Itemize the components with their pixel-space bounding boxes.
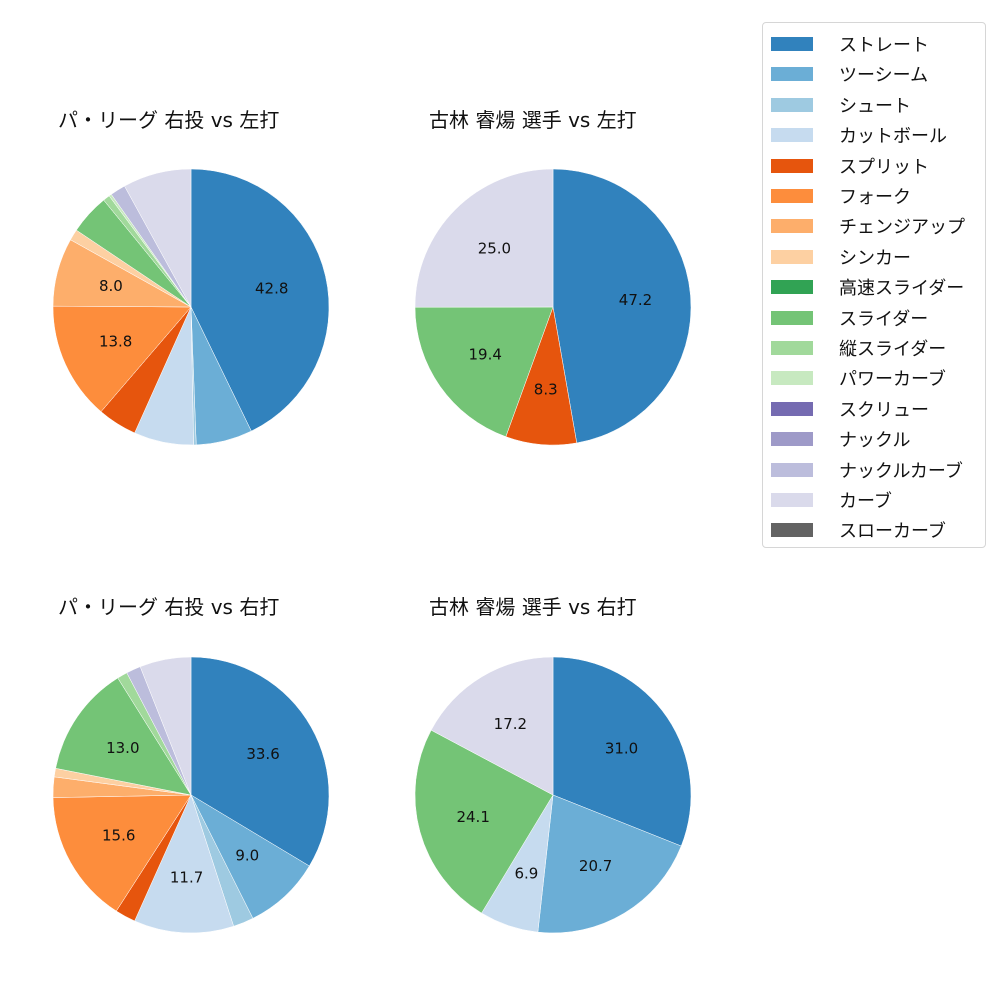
pie-value-label: 6.9 [514, 864, 538, 882]
pie-value-label: 8.0 [99, 277, 123, 295]
pie-slice-スライダー [55, 677, 192, 796]
legend-swatch [771, 37, 813, 51]
legend-swatch [771, 371, 813, 386]
chart-title-pl-rhp-vs-lhb: パ・リーグ 右投 vs 左打 [58, 108, 280, 132]
pie-slice-カーブ [414, 168, 554, 308]
pie-value-label: 24.1 [456, 808, 489, 826]
legend-swatch [771, 341, 813, 355]
legend-item: 縦スライダー [771, 333, 946, 363]
legend-label: 縦スライダー [839, 339, 947, 360]
legend-label: シュート [839, 95, 911, 117]
legend-label: スクリュー [839, 399, 929, 421]
legend-label: チェンジアップ [839, 217, 965, 239]
chart-title-pl-rhp-vs-rhb: パ・リーグ 右投 vs 右打 [58, 595, 280, 619]
legend-swatch [771, 158, 813, 173]
legend-item: チェンジアップ [771, 211, 965, 241]
chart-legend: ストレートツーシームシュートカットボール スプリットフォークチェンジアップ シンカー… [762, 22, 986, 548]
legend-item: スローカーブ [771, 515, 946, 545]
legend-swatch [771, 97, 813, 112]
legend-label: スライダー [839, 308, 929, 330]
pie-slice-カットボール [134, 794, 234, 934]
legend-item: ツーシーム [771, 59, 928, 89]
legend-item: スライダー [771, 303, 928, 333]
legend-item: カーブ [771, 485, 892, 515]
legend-swatch [771, 128, 813, 143]
legend-label: カットボール [839, 126, 947, 148]
legend-label: ナックル [839, 430, 911, 452]
pie-slice-カーブ [139, 656, 192, 796]
pie-value-label: 25.0 [478, 239, 511, 257]
pie-slice-ストレート [552, 168, 692, 444]
legend-item: カットボール [771, 120, 947, 150]
legend-label: カーブ [839, 491, 892, 512]
pie-slice-カーブ [124, 168, 192, 308]
pie-slice-スライダー [414, 306, 554, 437]
legend-swatch [771, 493, 813, 507]
legend-swatch [771, 189, 813, 203]
pie-value-label: 9.0 [235, 847, 259, 865]
legend-swatch [771, 219, 813, 234]
pie-slice-ストレート [190, 168, 330, 432]
pie-value-label: 42.8 [255, 279, 288, 297]
pie-value-label: 15.6 [102, 826, 135, 844]
pie-value-label: 8.3 [534, 380, 558, 398]
pie-value-label: 31.0 [605, 740, 638, 758]
legend-item: ナックル [771, 424, 910, 454]
pie-value-label: 13.8 [99, 332, 132, 350]
pie-slice-フォーク [52, 305, 192, 413]
legend-label: 高速スライダー [839, 278, 965, 300]
legend-item: パワーカーブ [771, 363, 946, 393]
pie-value-label: 13.0 [106, 739, 139, 757]
legend-item: 高速スライダー [771, 272, 964, 302]
pie-value-label: 20.7 [579, 857, 612, 875]
legend-label: スローカーブ [839, 521, 946, 543]
pie-value-label: 11.7 [170, 869, 203, 887]
pie-slice-ストレート [190, 656, 330, 867]
legend-item: フォーク [771, 181, 911, 211]
pie-slice-スライダー [414, 729, 554, 914]
pie-value-label: 19.4 [469, 346, 502, 364]
legend-label: パワーカーブ [839, 369, 946, 391]
legend-swatch [771, 249, 813, 264]
legend-label: フォーク [839, 187, 911, 208]
legend-item: スプリット [771, 151, 929, 181]
chart-title-player-vs-rhb: 古林 睿煬 選手 vs 右打 [429, 595, 637, 619]
legend-label: スプリット [839, 156, 929, 178]
legend-swatch [771, 432, 813, 447]
pie-value-label: 17.2 [494, 715, 527, 733]
legend-item: スクリュー [771, 394, 929, 424]
legend-item: ナックルカーブ [771, 455, 963, 485]
legend-swatch [771, 401, 813, 416]
legend-swatch [771, 280, 813, 295]
pie-slice-フォーク [52, 794, 192, 912]
legend-label: ツーシーム [839, 65, 929, 87]
chart-title-player-vs-lhb: 古林 睿煬 選手 vs 左打 [429, 108, 637, 132]
legend-swatch [771, 462, 813, 477]
legend-swatch [771, 523, 813, 538]
legend-swatch [771, 310, 813, 325]
legend-item: シュート [771, 90, 911, 120]
pie-slice-カーブ [430, 656, 554, 796]
legend-swatch [771, 67, 813, 82]
legend-item: ストレート [771, 29, 929, 59]
legend-item: シンカー [771, 242, 911, 272]
legend-label: シンカー [839, 247, 911, 269]
pie-slice-ツーシーム [537, 794, 682, 934]
legend-label: ストレート [839, 35, 929, 56]
pie-value-label: 47.2 [619, 291, 652, 309]
pie-value-label: 33.6 [246, 745, 279, 763]
pie-slice-ストレート [552, 656, 692, 847]
legend-label: ナックルカーブ [839, 460, 963, 482]
